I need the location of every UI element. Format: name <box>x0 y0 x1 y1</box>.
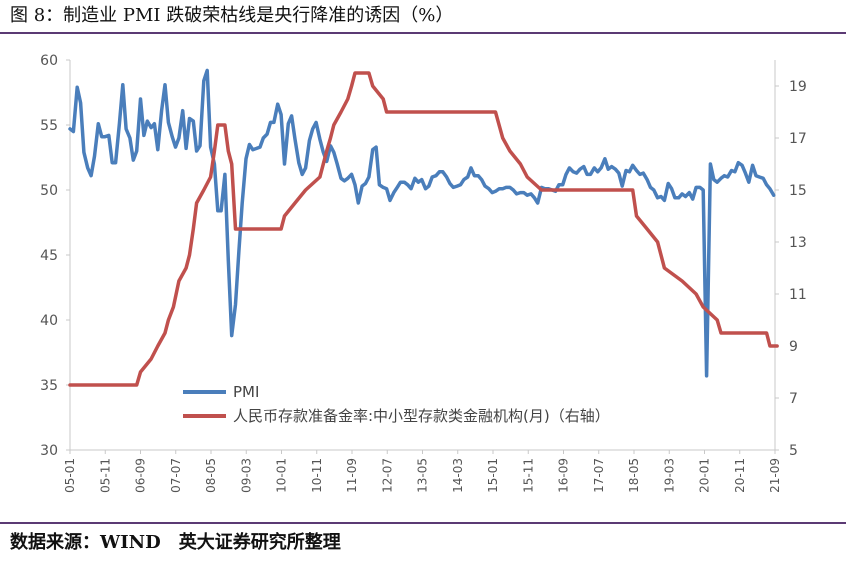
x-tick-label: 05-11 <box>98 458 112 493</box>
right-tick-label: 9 <box>789 339 798 355</box>
x-tick-label: 13-05 <box>416 458 430 493</box>
x-tick-label: 14-03 <box>451 458 465 493</box>
data-source-note: 数据来源：WIND 英大证券研究所整理 <box>0 522 846 564</box>
x-tick-label: 10-01 <box>275 458 289 493</box>
pmi-series-line <box>68 68 776 378</box>
chart-series <box>68 68 779 387</box>
left-tick-label: 55 <box>40 118 58 134</box>
x-tick-label: 21-09 <box>768 458 782 493</box>
dual-axis-line-chart: 30 35 40 45 50 55 60 5 7 9 11 13 15 17 19 05-01 05-11 06-… <box>40 53 807 493</box>
chart-axes: 30 35 40 45 50 55 60 5 7 9 11 13 15 17 19 05-01 05-11 06-… <box>40 53 807 493</box>
x-tick-label: 15-11 <box>521 458 535 493</box>
right-tick-label: 15 <box>789 183 807 199</box>
x-tick-label: 16-09 <box>557 458 571 493</box>
left-tick-label: 50 <box>40 183 58 199</box>
x-tick-label: 06-09 <box>134 458 148 493</box>
legend-label: 人民币存款准备金率:中小型存款类金融机构(月)（右轴） <box>233 407 610 425</box>
x-tick-label: 08-05 <box>204 458 218 493</box>
x-tick-label: 20-01 <box>698 458 712 493</box>
left-tick-label: 40 <box>40 313 58 329</box>
x-tick-label: 20-11 <box>733 458 747 493</box>
left-tick-label: 45 <box>40 248 58 264</box>
reserve-ratio-series-line <box>68 71 779 387</box>
x-tick-label: 17-07 <box>592 458 606 493</box>
figure-title: 图 8：制造业 PMI 跌破荣枯线是央行降准的诱因（%） <box>0 0 846 34</box>
x-tick-label: 10-11 <box>310 458 324 493</box>
left-tick-label: 30 <box>40 443 58 459</box>
x-tick-label: 09-03 <box>239 458 253 493</box>
x-tick-label: 18-05 <box>627 458 641 493</box>
right-tick-label: 11 <box>789 287 807 303</box>
right-tick-label: 19 <box>789 79 807 95</box>
chart-legend: PMI 人民币存款准备金率:中小型存款类金融机构(月)（右轴） <box>183 383 610 425</box>
x-tick-label: 19-03 <box>662 458 676 493</box>
right-tick-label: 7 <box>789 391 798 407</box>
x-tick-label: 07-07 <box>169 458 183 493</box>
left-tick-label: 35 <box>40 378 58 394</box>
right-tick-label: 17 <box>789 131 807 147</box>
left-tick-label: 60 <box>40 53 58 69</box>
right-tick-label: 13 <box>789 235 807 251</box>
x-tick-label: 11-09 <box>345 458 359 493</box>
x-tick-label: 12-07 <box>380 458 394 493</box>
right-tick-label: 5 <box>789 443 798 459</box>
x-tick-label: 15-01 <box>486 458 500 493</box>
legend-label: PMI <box>233 383 259 401</box>
x-tick-label: 05-01 <box>63 458 77 493</box>
